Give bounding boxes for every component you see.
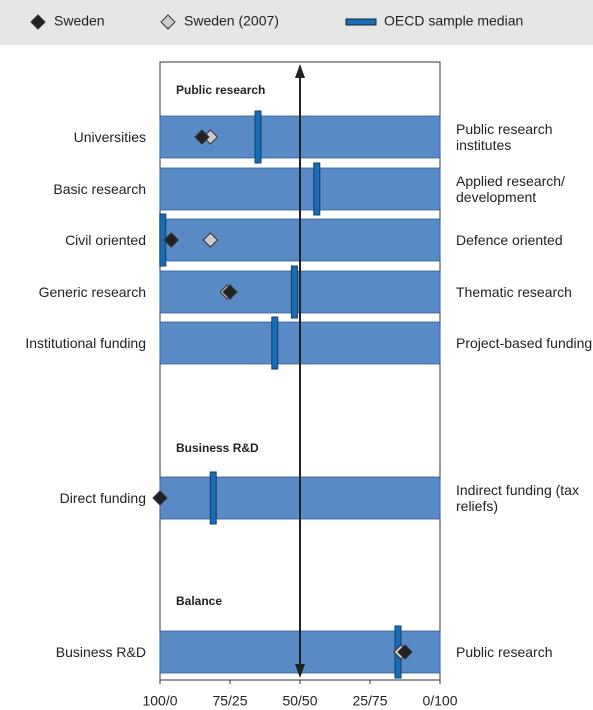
median-marker	[209, 471, 217, 525]
arrow-head	[295, 664, 305, 678]
diamond-marker	[222, 284, 238, 300]
x-tick-label: 25/75	[352, 693, 387, 709]
arrow-head	[295, 64, 305, 78]
median-marker	[271, 316, 279, 370]
left-label: Generic research	[38, 284, 146, 300]
left-label: Direct funding	[59, 490, 146, 506]
median-marker	[290, 265, 298, 319]
x-tick-label: 75/25	[212, 693, 247, 709]
left-label: Basic research	[53, 181, 146, 197]
left-label: Business R&D	[55, 644, 146, 660]
section-title: Public research	[176, 83, 265, 97]
right-label: Defence oriented	[456, 232, 563, 248]
left-label: Civil oriented	[65, 232, 146, 248]
right-label: Indirect funding (tax reliefs)	[456, 482, 579, 514]
legend-label: Sweden	[54, 13, 105, 29]
legend-marker	[160, 14, 176, 30]
x-tick-label: 0/100	[422, 693, 457, 709]
right-label: Public research	[456, 644, 553, 660]
legend-marker	[30, 14, 46, 30]
diamond-marker	[163, 232, 179, 248]
x-tick-label: 100/0	[142, 693, 177, 709]
legend-label: Sweden (2007)	[184, 13, 279, 29]
legend-marker	[345, 18, 377, 26]
diamond-marker	[152, 490, 168, 506]
section-title: Balance	[176, 594, 222, 608]
diamond-marker	[397, 644, 413, 660]
legend-label: OECD sample median	[384, 13, 523, 29]
left-label: Institutional funding	[25, 335, 146, 351]
right-label: Public research institutes	[456, 121, 553, 153]
diamond-marker	[202, 232, 219, 248]
right-label: Project-based funding	[456, 335, 593, 351]
legend-background	[0, 0, 593, 45]
x-tick-label: 50/50	[282, 693, 317, 709]
median-marker	[313, 162, 321, 216]
median-marker	[254, 110, 262, 164]
right-label: Applied research/ development	[456, 173, 565, 205]
section-title: Business R&D	[176, 441, 259, 455]
diamond-marker	[194, 129, 210, 145]
left-label: Universities	[73, 129, 146, 145]
right-label: Thematic research	[456, 284, 572, 300]
